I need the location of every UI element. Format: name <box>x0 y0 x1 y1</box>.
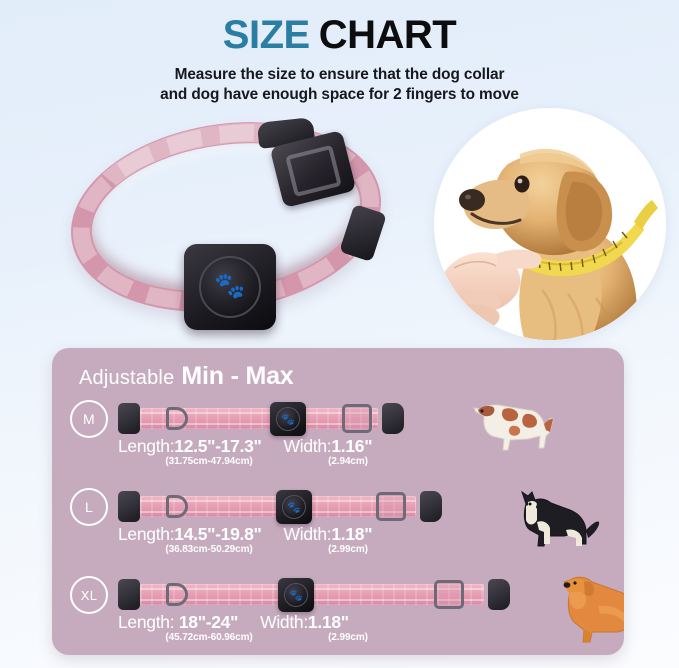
length-metric-l: (36.83cm-50.29cm) <box>165 544 253 555</box>
strip-d-ring <box>166 495 188 518</box>
length-metric-m: (31.75cm-47.94cm) <box>165 456 253 467</box>
strip-adjuster-slider <box>376 492 406 521</box>
strip-adjuster-slider <box>342 404 372 433</box>
length-metric-xl: (45.72cm-60.96cm) <box>165 632 253 643</box>
length-label-xl: Length: <box>118 612 179 632</box>
size-badge-xl: XL <box>70 576 108 614</box>
subtitle-line-2: and dog have enough space for 2 fingers … <box>160 86 519 104</box>
size-row-l: L 🐾 Length:14.5"-19.8" Width:1.18" (36.83… <box>52 482 624 568</box>
strip-buckle-right <box>420 491 442 522</box>
strip-d-ring <box>166 407 188 430</box>
width-label-xl: Width: <box>260 612 308 632</box>
length-value-l: 14.5"-19.8" <box>174 524 262 544</box>
dog-logo-icon: 🐾 <box>276 407 300 431</box>
width-label-m: Width: <box>283 436 332 456</box>
strip-airtag-holder: 🐾 <box>278 578 314 612</box>
width-metric-l: (2.99cm) <box>328 544 368 555</box>
panel-heading: Adjustable Min - Max <box>79 362 294 391</box>
metric-row-l: (36.83cm-50.29cm) (2.99cm) <box>118 544 396 555</box>
dog-logo-icon: 🐾 <box>284 583 308 607</box>
collar-strip-m: 🐾 <box>118 400 404 438</box>
measurements-l: Length:14.5"-19.8" Width:1.18" <box>118 524 373 545</box>
strip-buckle-left <box>118 403 140 434</box>
width-metric-xl: (2.99cm) <box>328 632 368 643</box>
width-metric-m: (2.94cm) <box>328 456 368 467</box>
length-value-xl: 18"-24" <box>178 612 239 632</box>
subtitle-line-1: Measure the size to ensure that the dog … <box>174 66 505 83</box>
dog-logo-icon: 🐾 <box>282 495 306 519</box>
strip-buckle-right <box>488 579 510 610</box>
strip-airtag-holder: 🐾 <box>276 490 312 524</box>
dog-silhouette-m <box>473 404 554 451</box>
width-label-l: Width: <box>283 524 332 544</box>
metric-row-xl: (45.72cm-60.96cm) (2.99cm) <box>118 632 396 643</box>
width-value-l: 1.18" <box>331 524 373 544</box>
panel-heading-min-max: Min - Max <box>181 362 294 390</box>
size-chart-panel: Adjustable Min - Max M 🐾 Length:12.5"-17.… <box>52 348 624 655</box>
size-badge-l: L <box>70 488 108 526</box>
strip-buckle-left <box>118 579 140 610</box>
page-title-size: SIZE <box>222 13 310 57</box>
strip-webbing <box>140 408 378 429</box>
dog-photo-illustration <box>434 107 666 340</box>
hero-section: 🐾 <box>0 105 679 340</box>
page-subtitle: Measure the size to ensure that the dog … <box>0 65 679 106</box>
page-header: SIZE CHART Measure the size to ensure tha… <box>0 0 679 106</box>
size-row-xl: XL 🐾 Length: 18"-24" Width:1.18" (45.72cm… <box>52 570 624 655</box>
dog-logo-icon: 🐾 <box>199 255 261 318</box>
size-badge-m: M <box>70 400 108 438</box>
collar-strip-xl: 🐾 <box>118 576 510 614</box>
measurements-xl: Length: 18"-24" Width:1.18" <box>118 612 349 633</box>
metric-row-m: (31.75cm-47.94cm) (2.94cm) <box>118 456 396 467</box>
length-value-m: 12.5"-17.3" <box>174 436 262 456</box>
strip-buckle-left <box>118 491 140 522</box>
width-value-xl: 1.18" <box>307 612 349 632</box>
width-value-m: 1.16" <box>331 436 373 456</box>
page-title-chart: CHART <box>318 13 457 57</box>
strip-d-ring <box>166 583 188 606</box>
size-row-m: M 🐾 Length:12.5"-17.3" Width:1.16" (31.75… <box>52 394 624 480</box>
length-label-l: Length: <box>118 524 175 544</box>
collar-strip-l: 🐾 <box>118 488 442 526</box>
strip-adjuster-slider <box>434 580 464 609</box>
dog-measuring-photo <box>434 107 666 340</box>
collar-airtag-holder: 🐾 <box>184 243 276 330</box>
dog-silhouette-l <box>521 490 600 547</box>
collar-product-image: 🐾 <box>62 105 398 332</box>
strip-airtag-holder: 🐾 <box>270 402 306 436</box>
panel-heading-adjustable: Adjustable <box>79 367 175 389</box>
strip-buckle-right <box>382 403 404 434</box>
page-title: SIZE CHART <box>0 14 679 56</box>
dog-silhouette-xl <box>563 576 624 643</box>
length-label-m: Length: <box>118 436 175 456</box>
measurements-m: Length:12.5"-17.3" Width:1.16" <box>118 436 373 457</box>
